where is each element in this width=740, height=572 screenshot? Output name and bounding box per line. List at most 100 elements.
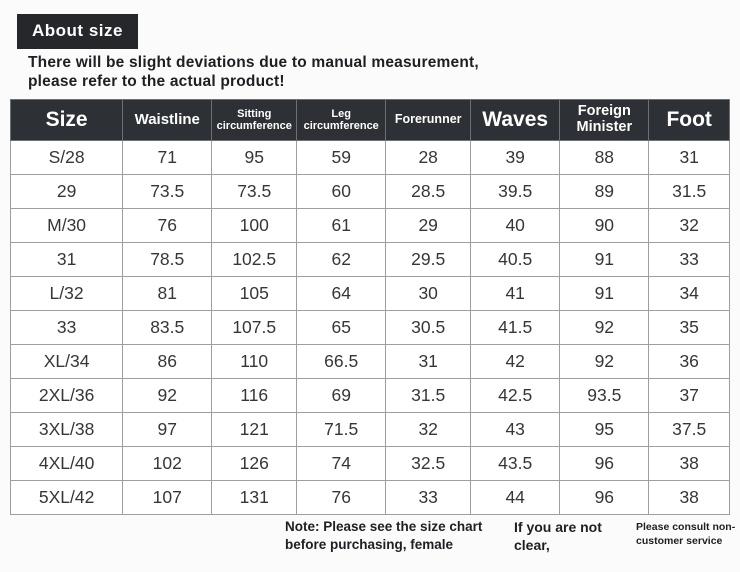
column-header: Foot — [648, 99, 730, 141]
measurement-cell: 44 — [470, 480, 561, 515]
table-row: L/32 81 105 64 30 41 91 34 — [9, 276, 730, 311]
measurement-cell: 76 — [296, 480, 387, 515]
measurement-cell: 60 — [296, 174, 387, 209]
measurement-cell: 90 — [559, 208, 650, 243]
size-cell: S/28 — [9, 140, 124, 175]
table-row: 4XL/40 102 126 74 32.5 43.5 96 38 — [9, 446, 730, 481]
size-cell: 5XL/42 — [9, 480, 124, 515]
measurement-cell: 73.5 — [211, 174, 298, 209]
measurement-cell: 30 — [385, 276, 472, 311]
measurement-cell: 28 — [385, 140, 472, 175]
size-cell: 29 — [9, 174, 124, 209]
measurement-cell: 105 — [211, 276, 298, 311]
measurement-cell: 36 — [648, 344, 730, 379]
measurement-cell: 78.5 — [122, 242, 213, 277]
measurement-cell: 121 — [211, 412, 298, 447]
measurement-cell: 81 — [122, 276, 213, 311]
measurement-cell: 29 — [385, 208, 472, 243]
measurement-cell: 37.5 — [648, 412, 730, 447]
measurement-cell: 83.5 — [122, 310, 213, 345]
table-row: XL/34 86 110 66.5 31 42 92 36 — [9, 344, 730, 379]
table-row: 2XL/36 92 116 69 31.5 42.5 93.5 37 — [9, 378, 730, 413]
size-cell: M/30 — [9, 208, 124, 243]
measurement-cell: 73.5 — [122, 174, 213, 209]
measurement-cell: 38 — [648, 446, 730, 481]
column-header: Foreign Minister — [559, 99, 650, 141]
table-row: 5XL/42 107 131 76 33 44 96 38 — [9, 480, 730, 515]
measurement-cell: 95 — [559, 412, 650, 447]
column-header: Leg circumference — [296, 99, 387, 141]
table-row: 3XL/38 97 121 71.5 32 43 95 37.5 — [9, 412, 730, 447]
column-header: Sitting circumference — [211, 99, 298, 141]
measurement-cell: 71.5 — [296, 412, 387, 447]
size-cell: 31 — [9, 242, 124, 277]
measurement-cell: 33 — [648, 242, 730, 277]
about-size-badge: About size — [17, 14, 138, 49]
measurement-cell: 107 — [122, 480, 213, 515]
measurement-cell: 42 — [470, 344, 561, 379]
measurement-cell: 126 — [211, 446, 298, 481]
measurement-cell: 34 — [648, 276, 730, 311]
measurement-disclaimer: There will be slight deviations due to m… — [28, 54, 479, 90]
measurement-cell: 59 — [296, 140, 387, 175]
column-header: Forerunner — [385, 99, 472, 141]
measurement-cell: 30.5 — [385, 310, 472, 345]
column-header: Size — [9, 99, 124, 141]
measurement-cell: 32 — [385, 412, 472, 447]
table-row: S/28 71 95 59 28 39 88 31 — [9, 140, 730, 175]
measurement-cell: 40.5 — [470, 242, 561, 277]
footer-notes: Note: Please see the size chart before p… — [285, 518, 740, 554]
size-cell: XL/34 — [9, 344, 124, 379]
not-clear-note: If you are not clear, — [514, 519, 602, 554]
measurement-cell: 89 — [559, 174, 650, 209]
table-row: 29 73.5 73.5 60 28.5 39.5 89 31.5 — [9, 174, 730, 209]
size-table-head: Size Waistline Sitting circumference Leg ci… — [9, 99, 730, 141]
measurement-cell: 102 — [122, 446, 213, 481]
measurement-cell: 64 — [296, 276, 387, 311]
measurement-cell: 97 — [122, 412, 213, 447]
consult-service-note: Please consult non-customer service — [636, 521, 736, 548]
size-table: Size Waistline Sitting circumference Leg ci… — [9, 99, 730, 515]
size-table-body: S/28 71 95 59 28 39 88 31 29 73.5 73.5 60 28.5 39.5 89… — [9, 140, 730, 515]
measurement-cell: 31.5 — [648, 174, 730, 209]
measurement-cell: 95 — [211, 140, 298, 175]
measurement-cell: 32.5 — [385, 446, 472, 481]
size-chart-note: Note: Please see the size chart before p… — [285, 519, 483, 552]
header-row: Size Waistline Sitting circumference Leg ci… — [9, 99, 730, 141]
measurement-cell: 31 — [385, 344, 472, 379]
measurement-cell: 42.5 — [470, 378, 561, 413]
measurement-cell: 29.5 — [385, 242, 472, 277]
measurement-cell: 62 — [296, 242, 387, 277]
measurement-cell: 96 — [559, 480, 650, 515]
measurement-cell: 93.5 — [559, 378, 650, 413]
measurement-cell: 92 — [122, 378, 213, 413]
measurement-cell: 35 — [648, 310, 730, 345]
measurement-cell: 37 — [648, 378, 730, 413]
measurement-cell: 102.5 — [211, 242, 298, 277]
measurement-cell: 43 — [470, 412, 561, 447]
measurement-cell: 38 — [648, 480, 730, 515]
size-cell: 4XL/40 — [9, 446, 124, 481]
table-row: 33 83.5 107.5 65 30.5 41.5 92 35 — [9, 310, 730, 345]
measurement-cell: 92 — [559, 310, 650, 345]
measurement-cell: 31.5 — [385, 378, 472, 413]
measurement-cell: 71 — [122, 140, 213, 175]
measurement-cell: 61 — [296, 208, 387, 243]
table-row: M/30 76 100 61 29 40 90 32 — [9, 208, 730, 243]
size-cell: L/32 — [9, 276, 124, 311]
measurement-cell: 41.5 — [470, 310, 561, 345]
measurement-cell: 33 — [385, 480, 472, 515]
measurement-cell: 40 — [470, 208, 561, 243]
measurement-cell: 96 — [559, 446, 650, 481]
measurement-cell: 31 — [648, 140, 730, 175]
size-cell: 33 — [9, 310, 124, 345]
measurement-cell: 100 — [211, 208, 298, 243]
measurement-cell: 131 — [211, 480, 298, 515]
measurement-cell: 116 — [211, 378, 298, 413]
size-cell: 2XL/36 — [9, 378, 124, 413]
measurement-cell: 39.5 — [470, 174, 561, 209]
measurement-cell: 92 — [559, 344, 650, 379]
table-row: 31 78.5 102.5 62 29.5 40.5 91 33 — [9, 242, 730, 277]
measurement-cell: 74 — [296, 446, 387, 481]
